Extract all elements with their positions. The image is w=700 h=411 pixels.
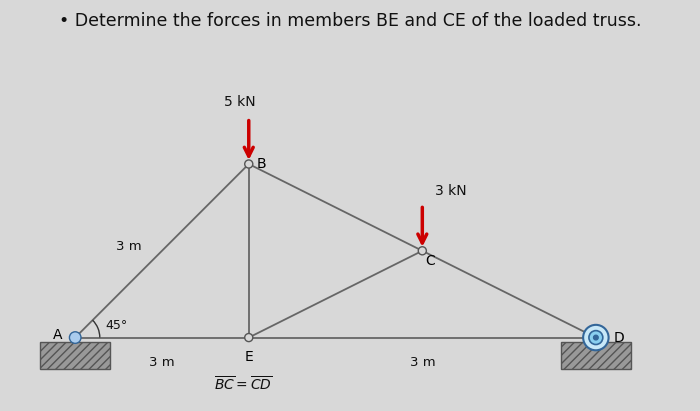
Text: D: D <box>613 330 624 344</box>
Text: 3 kN: 3 kN <box>435 184 467 198</box>
Text: C: C <box>425 254 435 268</box>
Circle shape <box>589 330 603 344</box>
Text: B: B <box>256 157 266 171</box>
Text: 3 m: 3 m <box>410 356 435 369</box>
Text: 3 m: 3 m <box>116 240 141 253</box>
Text: E: E <box>244 350 253 364</box>
Polygon shape <box>41 342 110 369</box>
Polygon shape <box>561 342 631 369</box>
Circle shape <box>419 247 426 255</box>
Circle shape <box>583 325 608 350</box>
Text: 45°: 45° <box>105 319 127 332</box>
Text: 3 m: 3 m <box>149 356 175 369</box>
Text: A: A <box>53 328 62 342</box>
Text: $\overline{BC} = \overline{CD}$: $\overline{BC} = \overline{CD}$ <box>214 375 272 393</box>
Circle shape <box>245 160 253 168</box>
Circle shape <box>594 335 598 340</box>
Circle shape <box>69 332 81 343</box>
Text: • Determine the forces in members BE and CE of the loaded truss.: • Determine the forces in members BE and… <box>59 12 641 30</box>
Circle shape <box>245 333 253 342</box>
Text: 5 kN: 5 kN <box>224 95 256 109</box>
